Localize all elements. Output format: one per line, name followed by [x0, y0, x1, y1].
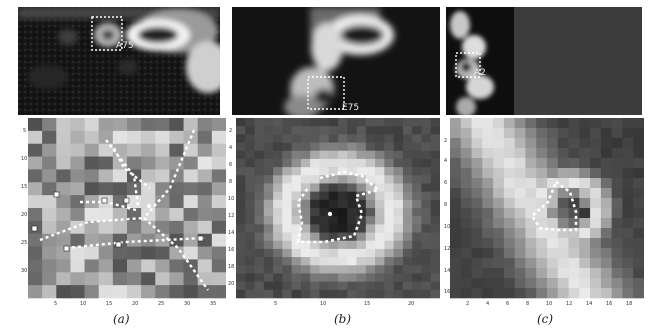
a-y-tick: 5 — [23, 128, 26, 134]
b-y-tick: 16 — [228, 247, 234, 253]
b-center-marker — [327, 211, 333, 217]
a-center-marker — [147, 204, 151, 208]
a-y-tick: 15 — [21, 184, 27, 190]
b-x-tick: 20 — [408, 301, 414, 307]
b-inset-label: E75 — [342, 103, 360, 113]
c-y-tick: 8 — [444, 202, 447, 208]
a-x-tick: 35 — [210, 301, 216, 307]
c-x-tick: 6 — [506, 301, 509, 307]
a-y-tick: 25 — [21, 240, 27, 246]
c-zoom-box — [455, 52, 481, 78]
b-x-tick: 15 — [364, 301, 370, 307]
c-dotted-trace — [530, 180, 578, 232]
panel-b-zoomed-map: 2 4 6 8 10 12 14 16 18 20 5 10 15 20 — [228, 118, 440, 308]
a-markers — [31, 191, 204, 252]
b-y-tick: 20 — [228, 281, 234, 287]
a-y-tick: 10 — [21, 156, 27, 162]
panel-c-zoomed-map: 2 4 6 8 10 12 14 16 2 4 6 8 10 12 14 16 … — [444, 118, 644, 308]
panel-c-microscopy-image — [446, 7, 642, 115]
b-y-tick: 4 — [229, 145, 232, 151]
b-x-tick: 5 — [274, 301, 277, 307]
b-y-tick: 2 — [229, 128, 232, 134]
c-y-tick: 6 — [444, 180, 447, 186]
c-x-tick: 8 — [526, 301, 529, 307]
c-y-tick: 4 — [444, 158, 447, 164]
c-x-tick: 10 — [546, 301, 552, 307]
a-x-tick: 15 — [106, 301, 112, 307]
b-y-tick: 6 — [229, 162, 232, 168]
panel-a-caption: (a) — [113, 312, 130, 326]
c-y-tick: 10 — [444, 224, 450, 230]
c-y-tick: 2 — [444, 138, 447, 144]
panel-c-caption: (c) — [537, 312, 554, 326]
panel-a-zoomed-map: 5 10 15 20 25 30 5 10 15 20 25 30 35 — [18, 118, 226, 308]
c-x-tick: 4 — [486, 301, 489, 307]
b-y-tick: 14 — [228, 230, 234, 236]
c-x-tick: 2 — [466, 301, 469, 307]
a-zoom-box — [91, 16, 123, 51]
b-y-tick: 12 — [228, 213, 234, 219]
a-x-tick: 20 — [132, 301, 138, 307]
c-x-tick: 16 — [606, 301, 612, 307]
c-x-tick: 14 — [586, 301, 592, 307]
a-x-tick: 25 — [158, 301, 164, 307]
c-y-tick: 12 — [444, 246, 450, 252]
panel-a-microscopy-image — [18, 7, 220, 115]
b-dotted-trace — [296, 170, 381, 244]
b-y-tick: 18 — [228, 264, 234, 270]
a-y-tick: 20 — [21, 212, 27, 218]
a-inset-label: A75 — [116, 41, 134, 51]
c-y-tick: 14 — [444, 268, 450, 274]
b-y-tick: 10 — [228, 196, 234, 202]
c-x-tick: 12 — [566, 301, 572, 307]
c-inset-label: A2 — [474, 68, 486, 78]
panel-b-caption: (b) — [334, 312, 352, 326]
b-zoom-box — [307, 76, 345, 110]
c-x-tick: 18 — [626, 301, 632, 307]
a-x-tick: 30 — [184, 301, 190, 307]
b-x-tick: 10 — [320, 301, 326, 307]
b-y-tick: 8 — [229, 179, 232, 185]
a-x-tick: 5 — [54, 301, 57, 307]
a-y-tick: 30 — [21, 268, 27, 274]
c-y-tick: 16 — [444, 289, 450, 295]
panel-b-microscopy-image — [232, 7, 440, 115]
a-x-tick: 10 — [80, 301, 86, 307]
